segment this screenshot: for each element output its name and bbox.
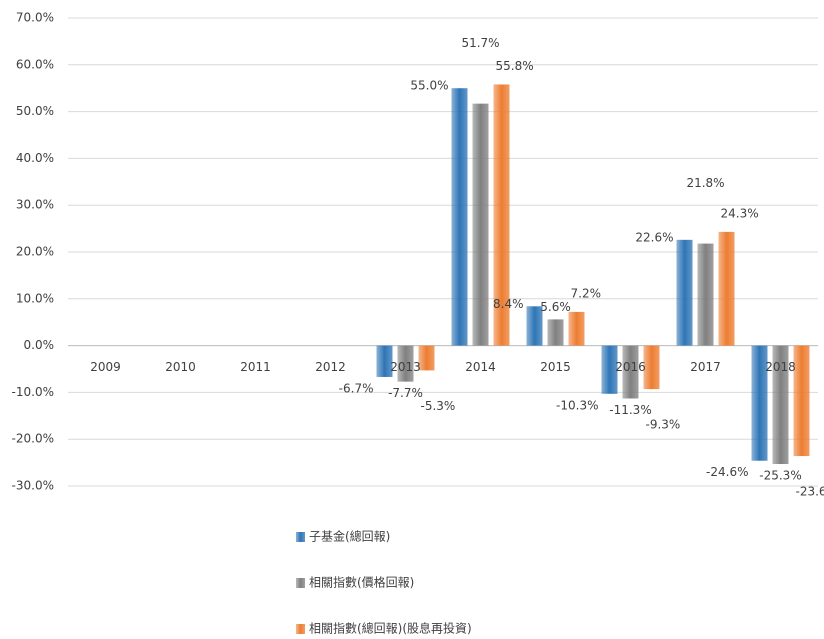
data-label: 24.3% xyxy=(721,206,759,220)
data-label: 55.8% xyxy=(496,59,534,73)
y-tick-label: 0.0% xyxy=(24,338,55,352)
legend-label: 相關指數(價格回報) xyxy=(309,575,414,590)
bar xyxy=(697,243,714,346)
bar xyxy=(547,319,564,346)
legend-label: 子基金(總回報) xyxy=(309,529,390,544)
data-label: 51.7% xyxy=(461,36,499,50)
y-tick-label: 40.0% xyxy=(16,151,54,165)
x-tick-label: 2009 xyxy=(90,360,121,374)
bar xyxy=(622,345,639,399)
data-label: 22.6% xyxy=(635,230,673,244)
data-label: -25.3% xyxy=(759,469,801,483)
y-tick-label: -10.0% xyxy=(12,385,54,399)
data-label: -6.7% xyxy=(339,381,374,395)
bar xyxy=(376,345,393,377)
data-label: -10.3% xyxy=(556,398,598,412)
legend-swatch xyxy=(296,578,305,588)
data-label: -11.3% xyxy=(609,403,651,417)
x-tick-label: 2013 xyxy=(390,360,421,374)
x-tick-label: 2017 xyxy=(690,360,721,374)
bar xyxy=(718,231,735,346)
x-tick-label: 2014 xyxy=(465,360,496,374)
x-tick-label: 2015 xyxy=(540,360,571,374)
bar xyxy=(793,345,810,457)
data-label: -9.3% xyxy=(646,418,681,432)
y-tick-label: 20.0% xyxy=(16,245,54,259)
legend-label: 相關指數(總回報)(股息再投資) xyxy=(309,621,472,636)
data-label: -24.6% xyxy=(706,465,748,479)
legend-swatch xyxy=(296,532,305,542)
bar xyxy=(751,345,768,461)
y-tick-label: 30.0% xyxy=(16,198,54,212)
bar xyxy=(493,84,510,346)
x-tick-label: 2011 xyxy=(240,360,271,374)
y-tick-label: 70.0% xyxy=(16,11,54,25)
data-label: 8.4% xyxy=(493,297,524,311)
bar xyxy=(418,345,435,371)
y-tick-label: 50.0% xyxy=(16,104,54,118)
bar xyxy=(601,345,618,394)
data-label: -23.6% xyxy=(796,485,824,499)
data-label: 7.2% xyxy=(571,286,602,300)
x-tick-label: 2012 xyxy=(315,360,346,374)
y-tick-label: -20.0% xyxy=(12,432,54,446)
data-label: 55.0% xyxy=(410,79,448,93)
data-label: -7.7% xyxy=(388,386,423,400)
data-label: -5.3% xyxy=(421,399,456,413)
bar xyxy=(472,103,489,346)
bar xyxy=(526,306,543,346)
data-label: 5.6% xyxy=(540,300,571,314)
y-tick-label: -30.0% xyxy=(12,479,54,493)
bar xyxy=(643,345,660,390)
bar xyxy=(676,239,693,346)
y-tick-label: 10.0% xyxy=(16,291,54,305)
bar xyxy=(451,88,468,346)
x-tick-label: 2018 xyxy=(765,360,796,374)
bar xyxy=(772,345,789,465)
x-tick-label: 2016 xyxy=(615,360,646,374)
x-tick-label: 2010 xyxy=(165,360,196,374)
bar xyxy=(568,311,585,346)
data-label: 21.8% xyxy=(686,176,724,190)
y-tick-label: 60.0% xyxy=(16,57,54,71)
legend-swatch xyxy=(296,624,305,634)
bar xyxy=(397,345,414,382)
